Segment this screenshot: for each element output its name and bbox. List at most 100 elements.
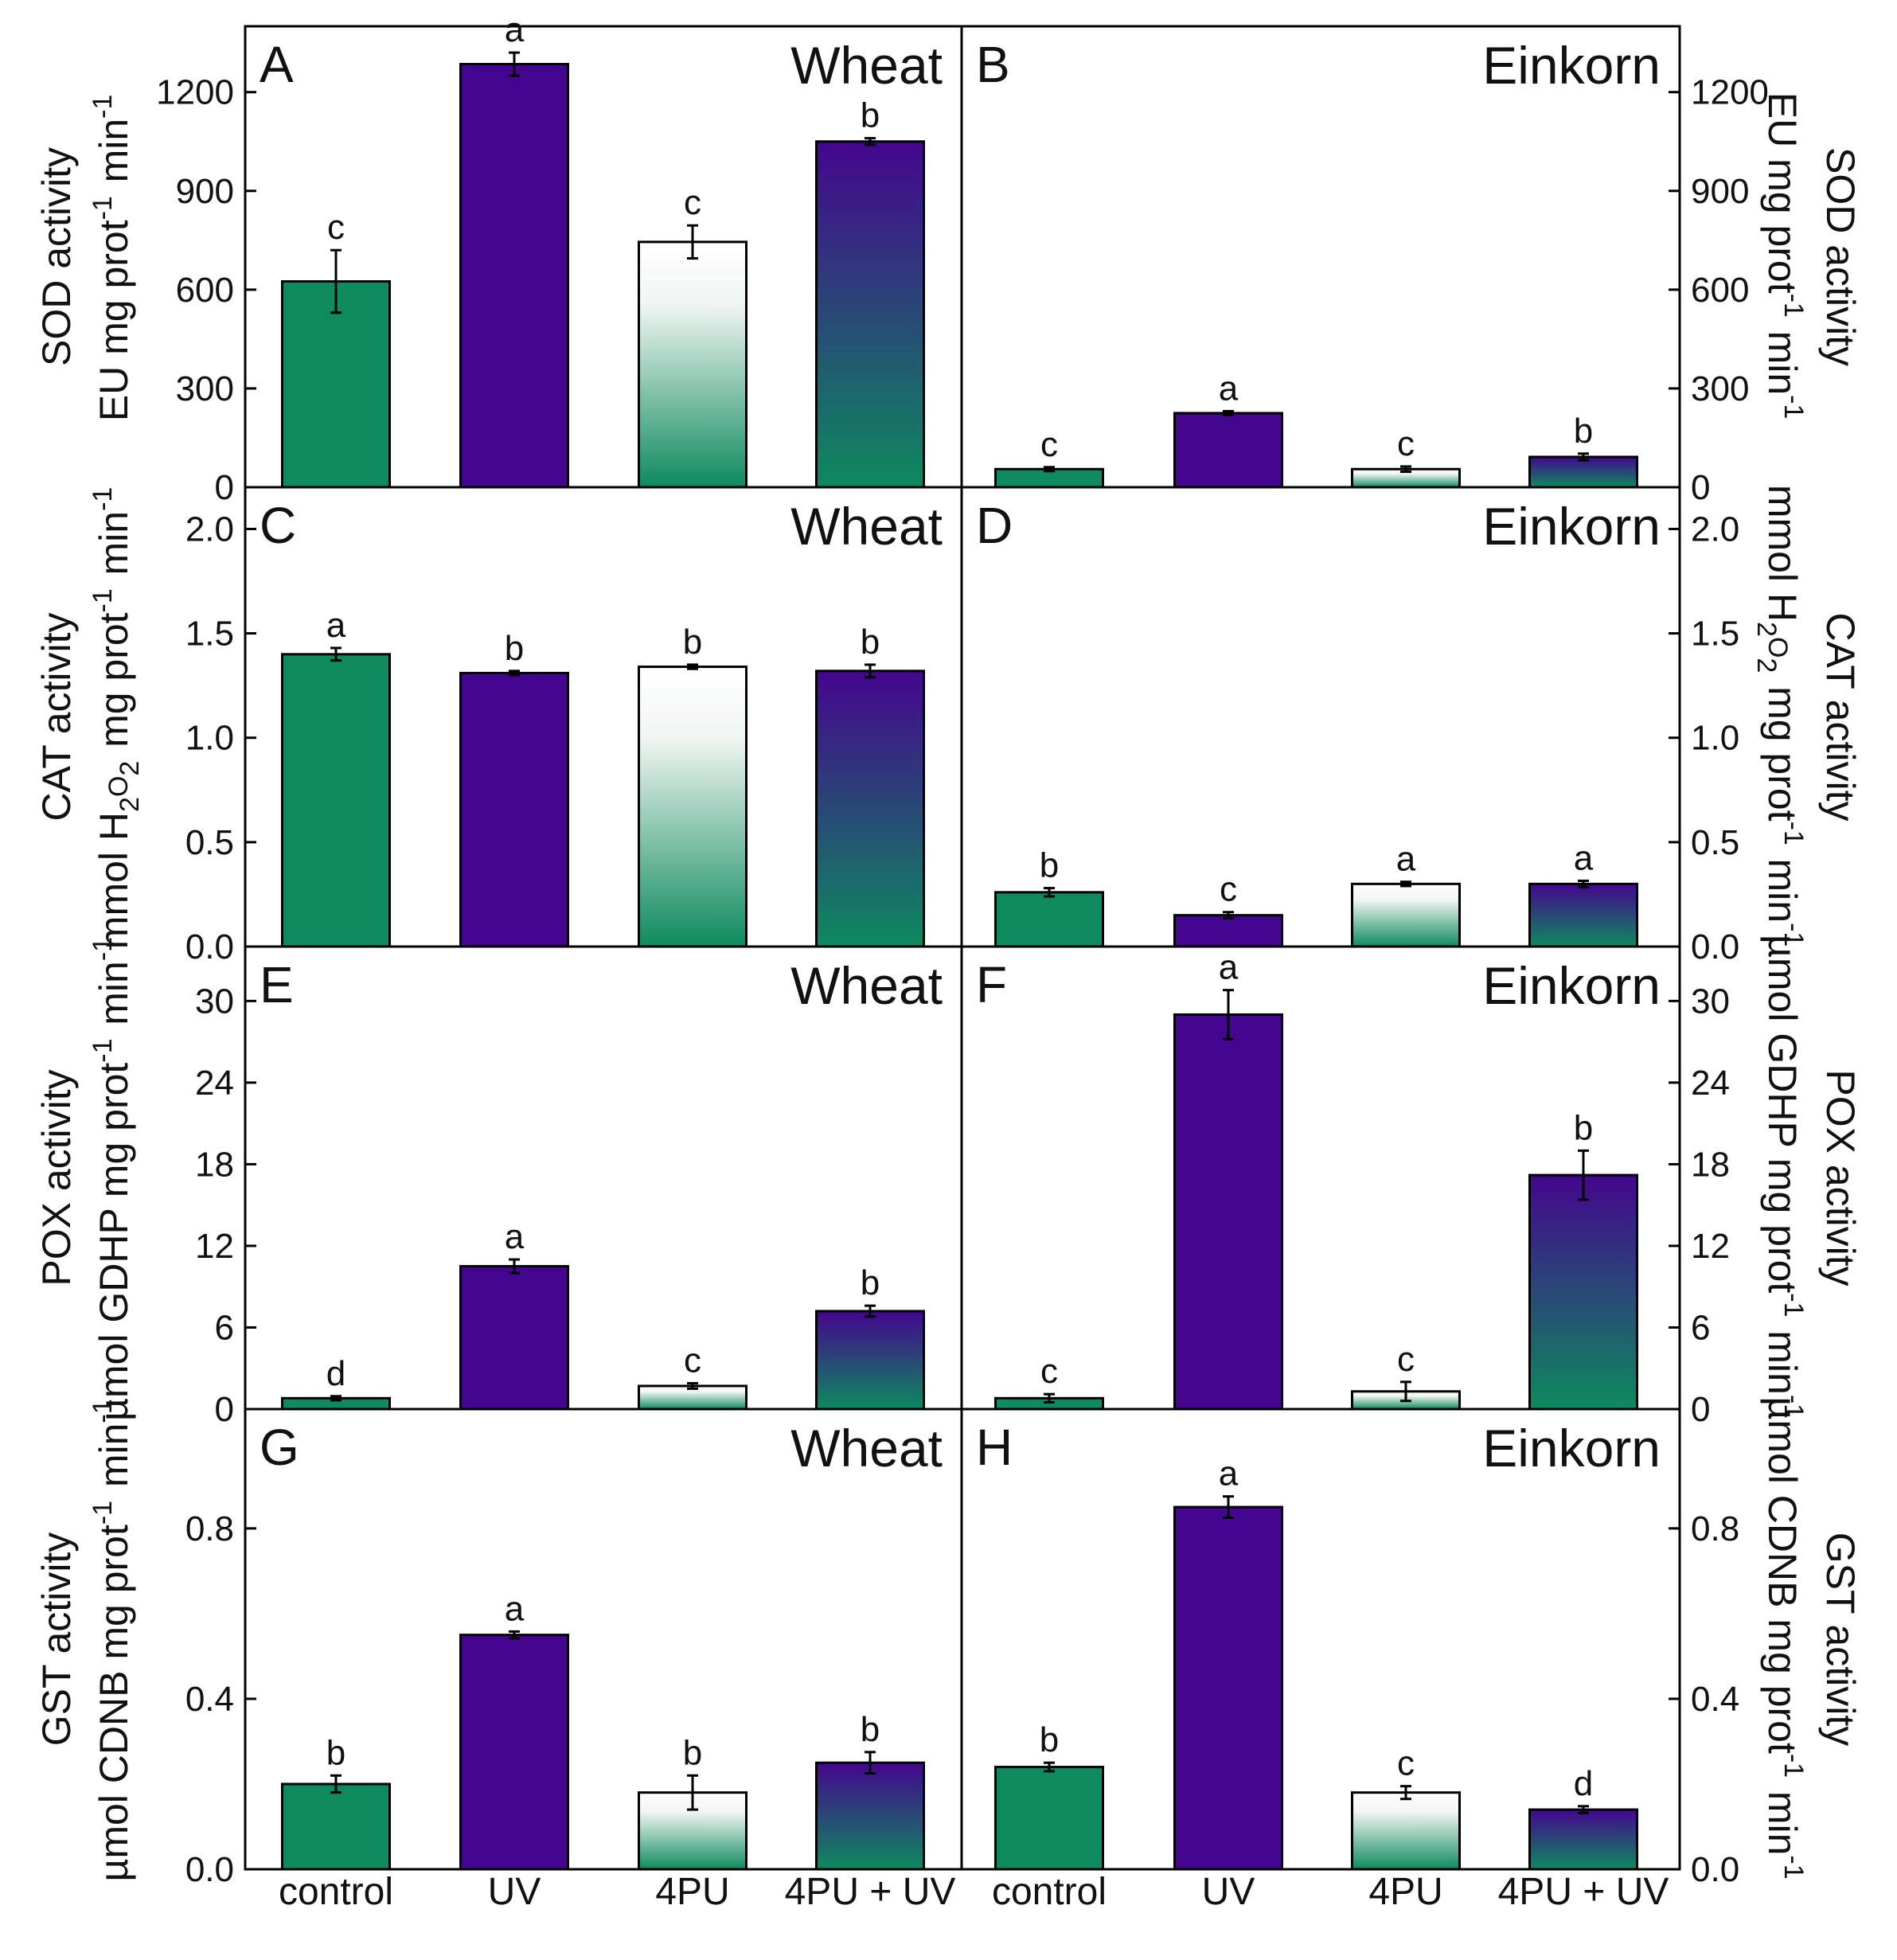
category-label: control <box>279 1871 393 1913</box>
y-axis-title: GST activity <box>34 1532 79 1747</box>
bar-4pu <box>1351 1791 1461 1871</box>
bar-uv <box>1173 1013 1283 1411</box>
significance-letter: d <box>326 1354 345 1393</box>
panel-letter: B <box>976 36 1010 93</box>
panel-letter: H <box>976 1419 1013 1476</box>
bar-4puuv <box>815 140 925 489</box>
bar-4puuv <box>1528 882 1638 948</box>
y-axis-title: POX activity <box>1818 1069 1863 1286</box>
species-label: Wheat <box>790 36 943 95</box>
y-tick-label: 300 <box>176 369 234 408</box>
y-tick-label: 1.0 <box>1691 719 1739 758</box>
species-label: Wheat <box>790 497 943 556</box>
y-axis-unit: µmol GDHP mg prot-1 min-1 <box>1760 935 1809 1421</box>
panel-letter: F <box>976 956 1007 1013</box>
species-label: Wheat <box>790 956 943 1015</box>
y-tick-label: 600 <box>1691 271 1749 310</box>
y-axis-unit: µmol GDHP mg prot-1 min-1 <box>88 935 136 1421</box>
y-tick-label: 0 <box>215 468 234 507</box>
y-axis-unit: µmol CDNB mg prot-1 min-1 <box>88 1397 136 1882</box>
significance-letter: a <box>1396 840 1416 879</box>
bar-uv <box>459 1634 569 1871</box>
y-tick-label: 1200 <box>1691 73 1769 112</box>
category-label: 4PU <box>655 1871 729 1913</box>
bar-4puuv <box>815 670 925 948</box>
category-label: 4PU <box>1368 1871 1442 1913</box>
panel-A: 0 300 600 900 1200 c a c b A Wheat <box>156 10 963 507</box>
panel-B: 0 300 600 900 1200 c a c b B Einkorn <box>960 25 1769 507</box>
y-axis-labels: SOD activity EU mg prot-1 min-1 SOD activ… <box>34 92 1863 1882</box>
panel-D: 0.0 0.5 1.0 1.5 2.0 b c a a D Einkorn <box>960 486 1739 966</box>
bar-uv <box>1173 1505 1283 1871</box>
y-tick-label: 0 <box>1691 468 1710 507</box>
y-axis-title: CAT activity <box>34 612 79 821</box>
y-tick-label: 300 <box>1691 369 1749 408</box>
y-tick-label: 1.5 <box>185 615 234 654</box>
bar-4puuv <box>1528 1808 1638 1871</box>
category-label: 4PU + UV <box>1498 1871 1669 1913</box>
bar-uv <box>1173 412 1283 489</box>
y-tick-label: 0.5 <box>1691 823 1739 862</box>
y-tick-label: 12 <box>195 1227 234 1266</box>
panel-letter: A <box>260 36 294 93</box>
panel-E: 0 6 12 18 24 30 d a c b E Wheat <box>195 945 963 1429</box>
y-tick-label: 0.5 <box>185 823 234 862</box>
panel-frame <box>960 25 1681 489</box>
species-label: Einkorn <box>1482 1419 1661 1478</box>
significance-letter: a <box>505 1217 525 1256</box>
panel-G: 0.0 0.4 0.8 b a b b G Wheat <box>185 1408 963 1889</box>
y-tick-label: 0.4 <box>1691 1680 1739 1719</box>
significance-letter: b <box>861 1710 880 1749</box>
significance-letter: a <box>1574 838 1594 877</box>
y-axis-unit: µmol CDNB mg prot-1 min-1 <box>1760 1397 1809 1882</box>
y-tick-label: 0.8 <box>1691 1509 1739 1548</box>
category-label: 4PU + UV <box>785 1871 956 1913</box>
significance-letter: a <box>1219 1454 1239 1493</box>
significance-letter: a <box>505 10 525 49</box>
bar-control <box>994 891 1104 948</box>
y-axis-title: GST activity <box>1818 1532 1863 1747</box>
y-tick-label: 900 <box>1691 172 1749 211</box>
y-axis-unit: EU mg prot-1 min-1 <box>1760 92 1809 421</box>
bar-4pu <box>638 240 747 489</box>
significance-letter: b <box>683 1733 702 1772</box>
species-label: Wheat <box>790 1419 943 1478</box>
significance-letter: b <box>683 623 702 662</box>
significance-letter: b <box>1040 1720 1059 1759</box>
panel-frame <box>960 1408 1681 1871</box>
y-tick-label: 1.5 <box>1691 615 1739 654</box>
bar-4pu <box>638 666 747 948</box>
significance-letter: a <box>1219 369 1239 408</box>
category-label: control <box>992 1871 1107 1913</box>
significance-letter: b <box>1574 1108 1593 1147</box>
bar-control <box>281 653 391 948</box>
y-axis-unit: EU mg prot-1 min-1 <box>88 92 136 421</box>
significance-letter: b <box>1040 846 1059 885</box>
significance-letter: b <box>861 1263 880 1302</box>
y-axis-title: POX activity <box>34 1069 79 1286</box>
significance-letter: c <box>1040 1352 1058 1391</box>
y-tick-label: 2.0 <box>185 510 234 549</box>
x-category-labels: control UV 4PU 4PU + UV control UV 4PU 4PU + UV <box>279 1871 1669 1913</box>
panel-letter: C <box>260 497 296 554</box>
y-tick-label: 24 <box>195 1064 234 1103</box>
category-label: UV <box>1202 1871 1255 1913</box>
bar-uv <box>459 63 569 489</box>
y-axis-title: SOD activity <box>1818 147 1863 366</box>
bar-uv <box>1173 914 1283 948</box>
species-label: Einkorn <box>1482 36 1661 95</box>
significance-letter: c <box>1397 1744 1415 1783</box>
bar-4puuv <box>1528 455 1638 489</box>
y-tick-label: 0 <box>215 1390 234 1429</box>
significance-letter: c <box>684 183 701 222</box>
bar-uv <box>459 1265 569 1411</box>
bar-4pu <box>1351 882 1461 948</box>
y-tick-label: 0.0 <box>1691 1850 1739 1889</box>
y-axis-title: CAT activity <box>1818 612 1863 821</box>
significance-letter: c <box>327 208 345 247</box>
panel-frame <box>960 486 1681 948</box>
significance-letter: b <box>326 1733 345 1772</box>
y-tick-label: 0.4 <box>185 1680 234 1719</box>
